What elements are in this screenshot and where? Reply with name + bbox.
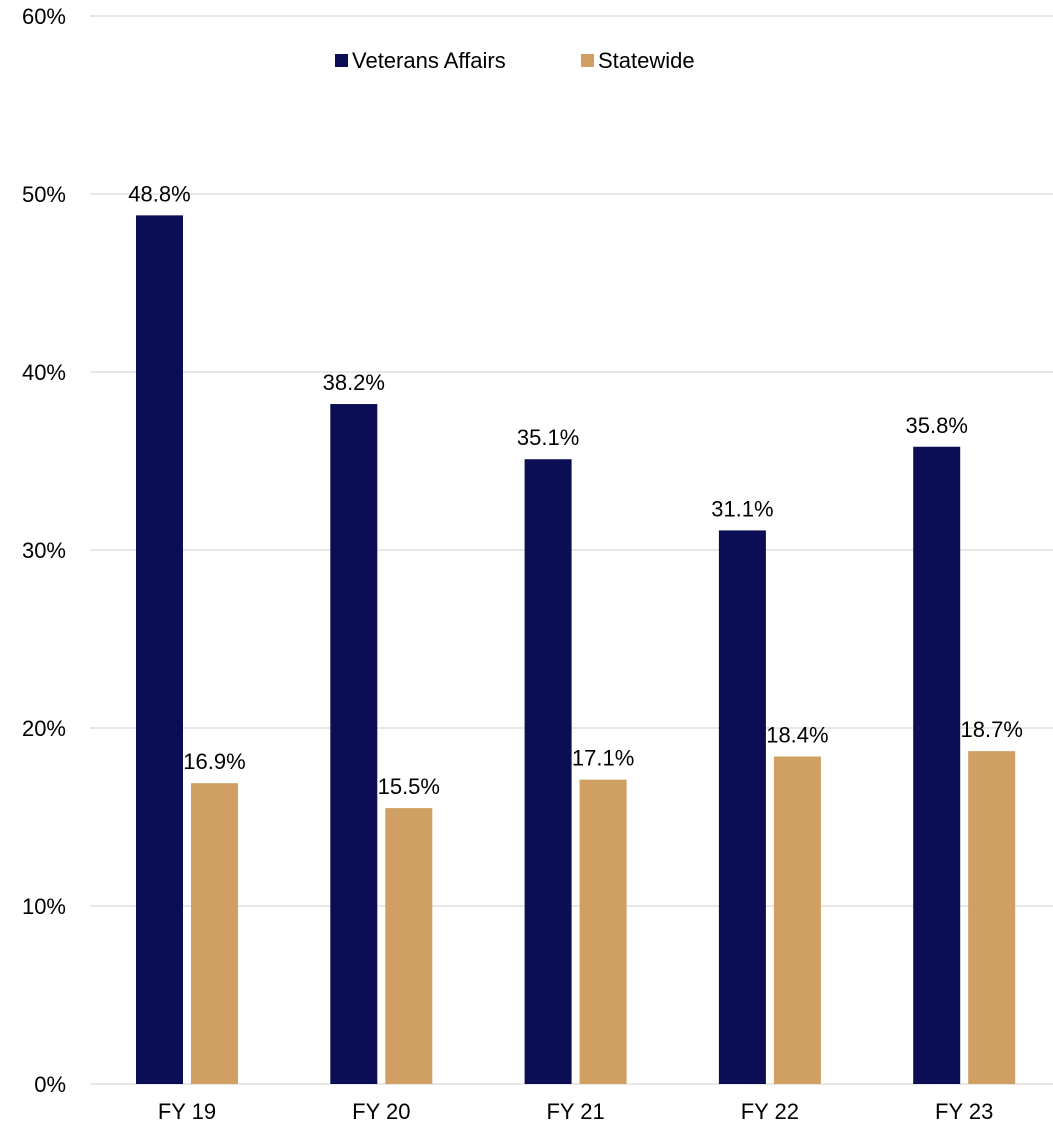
legend-swatch: [335, 54, 348, 67]
legend-label: Veterans Affairs: [352, 48, 506, 73]
data-label: 17.1%: [572, 746, 634, 771]
data-label: 16.9%: [183, 749, 245, 774]
y-axis: 0% 10% 20% 30% 40% 50% 60%: [22, 4, 66, 1097]
data-label: 15.5%: [378, 774, 440, 799]
data-label: 38.2%: [323, 370, 385, 395]
bar-veterans-affairs-fy-20: [330, 404, 378, 1084]
bar-statewide-fy-23: [968, 751, 1016, 1084]
y-tick-label: 50%: [22, 182, 66, 207]
data-label: 35.8%: [906, 413, 968, 438]
bar-statewide-fy-20: [385, 808, 433, 1084]
bars: [136, 215, 1016, 1085]
x-tick-label: FY 23: [935, 1099, 993, 1124]
y-tick-label: 0%: [34, 1072, 66, 1097]
bar-statewide-fy-19: [191, 783, 238, 1084]
y-tick-label: 10%: [22, 894, 66, 919]
bar-statewide-fy-22: [773, 756, 821, 1084]
bar-veterans-affairs-fy-21: [524, 459, 572, 1085]
bar-veterans-affairs-fy-23: [913, 446, 961, 1084]
data-label: 18.4%: [766, 722, 828, 747]
y-tick-label: 40%: [22, 360, 66, 385]
legend-swatch: [581, 54, 594, 67]
legend-label: Statewide: [598, 48, 695, 73]
bar-veterans-affairs-fy-22: [718, 530, 766, 1084]
legend: Veterans Affairs Statewide: [335, 48, 695, 73]
x-tick-label: FY 19: [158, 1099, 216, 1124]
x-tick-label: FY 22: [741, 1099, 799, 1124]
data-label: 31.1%: [711, 496, 773, 521]
y-tick-label: 20%: [22, 716, 66, 741]
data-label: 48.8%: [128, 181, 190, 206]
bar-veterans-affairs-fy-19: [136, 215, 183, 1085]
data-labels: 48.8% 16.9% 38.2% 15.5% 35.1% 17.1% 31.1% 18.4%…: [128, 181, 1023, 799]
data-label: 18.7%: [961, 717, 1023, 742]
bar-statewide-fy-21: [579, 779, 627, 1084]
x-axis: FY 19 FY 20 FY 21 FY 22 FY 23: [158, 1099, 994, 1124]
x-tick-label: FY 20: [352, 1099, 410, 1124]
y-tick-label: 60%: [22, 4, 66, 29]
y-tick-label: 30%: [22, 538, 66, 563]
x-tick-label: FY 21: [546, 1099, 604, 1124]
data-label: 35.1%: [517, 425, 579, 450]
